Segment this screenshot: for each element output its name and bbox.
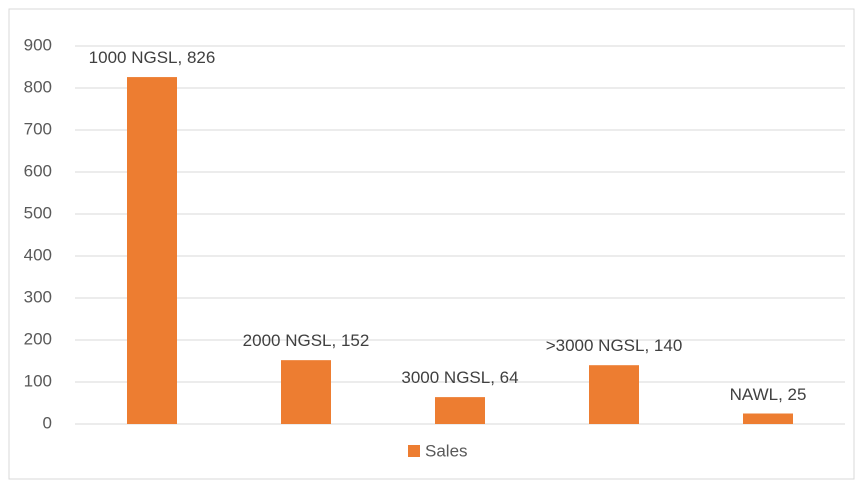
y-tick-label: 900 — [24, 35, 52, 54]
bar — [435, 397, 485, 424]
y-tick-label: 200 — [24, 329, 52, 348]
y-tick-label: 600 — [24, 161, 52, 180]
y-tick-label: 300 — [24, 287, 52, 306]
data-label: 1000 NGSL, 826 — [88, 48, 216, 68]
chart-frame — [8, 8, 855, 480]
data-label: >3000 NGSL, 140 — [545, 336, 683, 356]
bar — [127, 77, 177, 424]
y-tick-label: 400 — [24, 245, 52, 264]
y-tick-label: 100 — [24, 371, 52, 390]
y-tick-label: 0 — [43, 413, 52, 432]
bar — [589, 365, 639, 424]
data-label: 2000 NGSL, 152 — [242, 331, 370, 351]
bar — [281, 360, 331, 424]
data-label: 3000 NGSL, 64 — [401, 368, 519, 388]
y-tick-label: 700 — [24, 119, 52, 138]
bar — [743, 413, 793, 424]
data-label: NAWL, 25 — [729, 384, 807, 404]
legend-swatch — [408, 445, 420, 457]
legend-label: Sales — [425, 441, 468, 460]
y-tick-label: 500 — [24, 203, 52, 222]
y-tick-label: 800 — [24, 77, 52, 96]
